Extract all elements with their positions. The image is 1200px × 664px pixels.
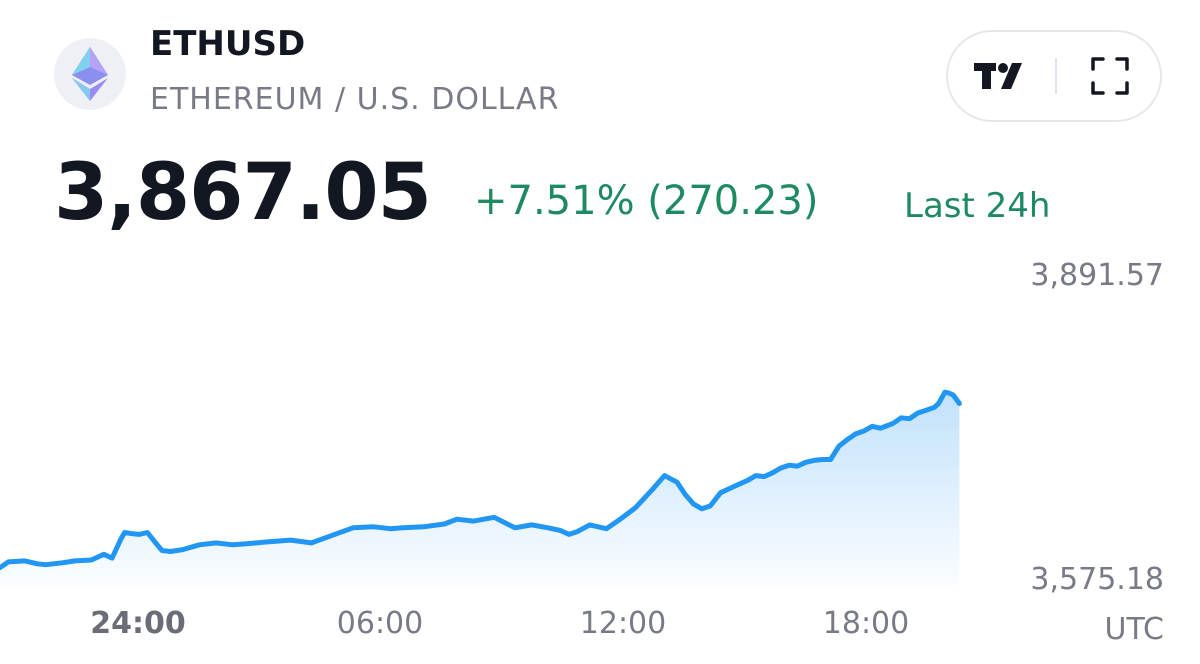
price-change: +7.51% (270.23) [474, 178, 819, 224]
symbol-description: ETHEREUM / U.S. DOLLAR [150, 82, 560, 117]
x-tick-label: 18:00 [822, 606, 910, 641]
tradingview-logo-icon [974, 63, 1022, 89]
y-axis-min-label: 3,575.18 [1030, 562, 1164, 597]
chart-toolbar [946, 30, 1162, 122]
change-period: Last 24h [904, 186, 1051, 226]
current-price: 3,867.05 [54, 148, 432, 238]
x-tick-label: 06:00 [336, 606, 424, 641]
timezone-label: UTC [1104, 612, 1164, 647]
price-area-fill [0, 392, 960, 585]
fullscreen-button[interactable] [1080, 50, 1140, 102]
toolbar-divider [1055, 58, 1057, 94]
x-tick-label: 12:00 [579, 606, 667, 641]
fullscreen-icon [1091, 57, 1129, 95]
ethereum-logo-icon [54, 38, 126, 110]
tradingview-logo-button[interactable] [972, 50, 1032, 102]
symbol-title: ETHUSD [150, 24, 306, 64]
x-tick-label: 24:00 [90, 606, 186, 641]
price-line [0, 389, 962, 571]
y-axis-max-label: 3,891.57 [1030, 258, 1164, 293]
ethereum-diamond-icon [72, 47, 108, 101]
